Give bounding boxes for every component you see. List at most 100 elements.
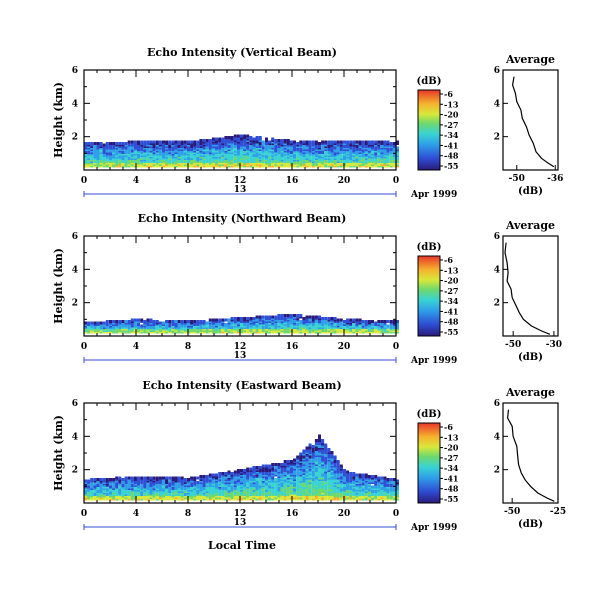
echo-cell <box>321 140 325 144</box>
echo-cell <box>168 320 172 323</box>
colorbar-tick-label: -13 <box>444 432 459 442</box>
echo-cell <box>277 463 281 466</box>
echo-cell <box>274 466 278 469</box>
echo-cell <box>339 321 343 325</box>
echo-cell <box>305 449 309 453</box>
echo-cell <box>109 320 112 323</box>
echo-cell <box>277 469 281 472</box>
echo-cell <box>246 134 250 138</box>
echo-cell <box>118 476 122 480</box>
echo-cell <box>137 476 140 480</box>
chart-title: Echo Intensity (Vertical Beam) <box>147 46 337 59</box>
echo-cell <box>96 145 100 148</box>
echo-cell <box>165 140 169 144</box>
echo-cell <box>261 146 265 150</box>
echo-cell <box>255 136 259 139</box>
echo-cell <box>115 142 119 145</box>
echo-cell <box>289 314 293 317</box>
echo-cell <box>318 315 321 319</box>
echo-cell <box>392 320 396 323</box>
echo-cell <box>205 139 209 142</box>
echo-cell <box>158 151 162 154</box>
echo-cell <box>308 140 312 144</box>
echo-cell <box>112 478 116 481</box>
echo-cell <box>258 466 262 469</box>
echo-heatmap <box>84 314 399 334</box>
echo-cell <box>392 148 396 151</box>
echo-cell <box>140 140 144 144</box>
echo-cell <box>130 143 134 147</box>
echo-cell <box>361 320 365 323</box>
echo-cell <box>280 314 284 317</box>
echo-cell <box>314 315 318 319</box>
echo-cell <box>327 321 331 325</box>
echo-cell <box>137 140 140 144</box>
echo-cell <box>243 134 247 138</box>
echo-cell <box>130 476 134 480</box>
echo-cell <box>283 139 287 142</box>
echo-cell <box>109 142 112 145</box>
echo-cell <box>386 478 390 481</box>
echo-cell <box>374 475 378 478</box>
echo-cell <box>109 482 112 486</box>
echo-cell <box>396 487 399 490</box>
x-tick-label: 16 <box>286 509 299 519</box>
echo-cell <box>143 320 147 323</box>
echo-cell <box>208 473 212 477</box>
colorbar-unit: (dB) <box>417 242 442 253</box>
echo-cell <box>364 473 368 477</box>
echo-cell <box>227 318 231 322</box>
echo-cell <box>283 460 287 463</box>
echo-cell <box>392 142 396 145</box>
echo-cell <box>305 140 309 144</box>
echo-cell <box>371 485 374 489</box>
echo-cell <box>112 146 116 150</box>
echo-cell <box>190 476 194 480</box>
echo-cell <box>158 321 162 325</box>
echo-cell <box>296 455 300 459</box>
echo-cell <box>386 324 390 328</box>
echo-cell <box>296 314 300 317</box>
x-tick-label: 0 <box>81 342 87 352</box>
echo-cell <box>240 317 243 320</box>
echo-cell <box>339 140 343 144</box>
echo-cell <box>289 140 293 144</box>
echo-cell <box>343 140 346 144</box>
echo-cell <box>361 473 365 477</box>
colorbar-tick-label: -48 <box>444 484 459 494</box>
colorbar-tick-label: -6 <box>444 255 453 265</box>
echo-cell <box>196 140 200 144</box>
echo-cell <box>283 472 287 475</box>
colorbar-tick-label: -41 <box>444 473 458 483</box>
echo-cell <box>249 136 253 139</box>
x-tick-label: 0 <box>393 342 399 352</box>
echo-cell <box>149 140 153 144</box>
echo-cell <box>324 317 328 320</box>
echo-cell <box>321 317 325 320</box>
echo-cell <box>149 148 153 151</box>
echo-cell <box>293 458 296 462</box>
echo-cell <box>211 473 215 477</box>
average-x-tick-label: -30 <box>546 340 562 350</box>
echo-cell <box>90 142 94 145</box>
echo-cell <box>193 320 197 323</box>
echo-cell <box>349 479 353 483</box>
echo-cell <box>177 484 181 487</box>
echo-cell <box>333 455 337 459</box>
echo-cell <box>392 145 396 148</box>
echo-cell <box>346 470 350 474</box>
echo-cell <box>180 320 184 323</box>
echo-cell <box>227 470 231 474</box>
echo-cell <box>280 473 284 477</box>
echo-cell <box>133 476 137 480</box>
echo-cell <box>143 476 147 480</box>
echo-cell <box>190 143 194 147</box>
echo-heatmap <box>84 134 399 168</box>
echo-cell <box>130 140 134 144</box>
echo-cell <box>302 140 306 144</box>
echo-cell <box>299 452 303 456</box>
echo-cell <box>321 146 325 150</box>
echo-cell <box>105 478 109 481</box>
echo-cell <box>305 446 309 450</box>
